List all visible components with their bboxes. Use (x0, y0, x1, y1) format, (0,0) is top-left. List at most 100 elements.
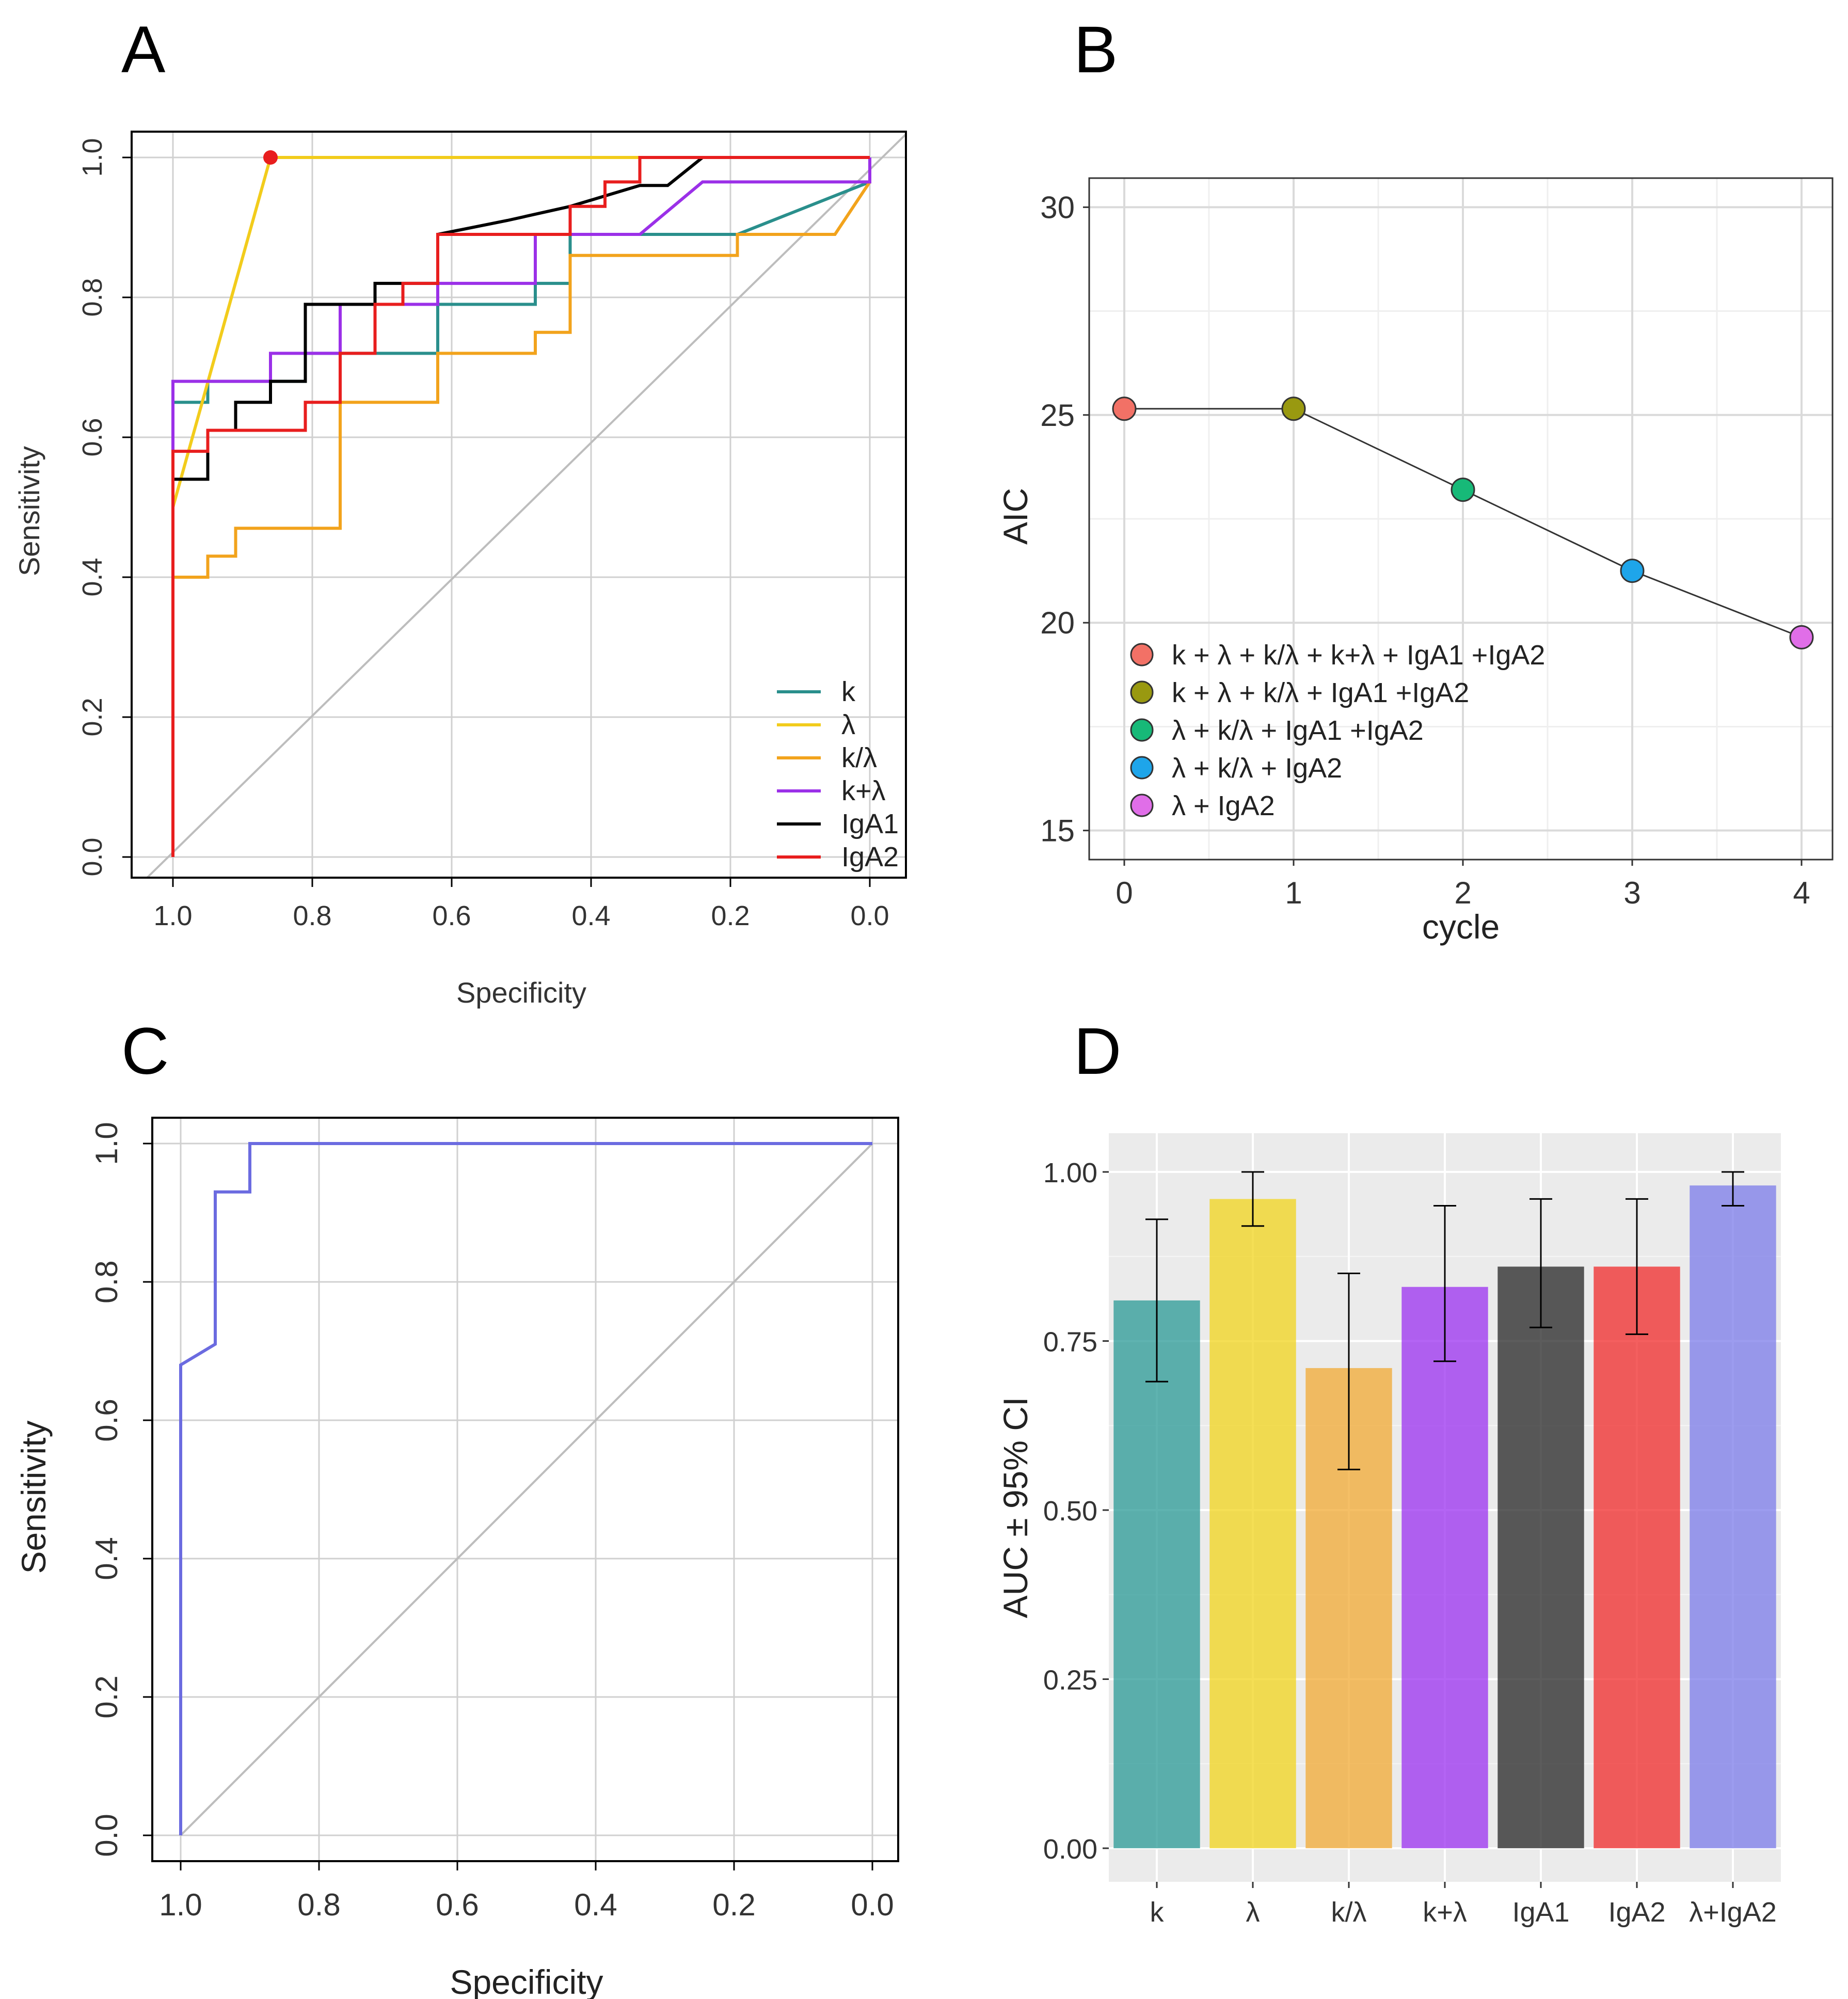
panel-letter-b: B (1074, 13, 1118, 87)
panel-c-y-title: Sensitivity (14, 1420, 53, 1574)
panel-a-legend-label-iga2: IgA2 (841, 842, 899, 872)
panel-b-legend-label-0: k + λ + k/λ + k+λ + IgA1 +IgA2 (1172, 640, 1545, 671)
panel-d-x-tick-label-k-over-lambda: k/λ (1331, 1897, 1366, 1928)
panel-a-legend-label-k-over-lambda: k/λ (841, 742, 877, 773)
panel-b-grid (1089, 178, 1833, 860)
panel-a-frame (131, 131, 907, 879)
panel-d-x-tick-label-iga1: IgA1 (1512, 1897, 1569, 1928)
panel-d-bar-k (1113, 1300, 1200, 1848)
panel-b-x-tick-label: 2 (1454, 876, 1471, 910)
panel-letter-c: C (121, 1014, 169, 1088)
panel-d-ticks: 0.00 0.25 0.50 0.75 1.00 k λ k/λ k+λ IgA1 IgA2 λ+Ig… (1043, 1157, 1777, 1928)
panel-b-legend-swatch-3 (1130, 756, 1154, 780)
panel-a-y-tick-label: 0.4 (77, 558, 108, 596)
panel-c-x-title: Specificity (450, 1963, 603, 1999)
panel-c-x-tick-label: 0.0 (851, 1887, 894, 1922)
panel-a-series-k-over-lambda (171, 181, 871, 857)
panel-letter-a: A (121, 13, 166, 87)
panel-c-roc-chart: 1.0 0.8 0.6 0.4 0.2 0.0 0.0 0.2 0.4 0.6 0.8 1.0 Spe… (14, 1117, 899, 1999)
panel-a-legend-label-iga1: IgA1 (841, 808, 899, 839)
panel-d-x-tick-label-k: k (1150, 1897, 1165, 1928)
panel-b-point-cycle-4 (1789, 625, 1814, 649)
panel-b-point-cycle-3 (1620, 559, 1645, 583)
panel-b-point-cycle-0 (1112, 396, 1137, 421)
panel-b-legend-swatch-1 (1130, 680, 1154, 704)
panel-a-series (171, 150, 871, 857)
panel-d-y-tick-label: 0.50 (1043, 1496, 1097, 1527)
panel-d-x-tick-label-iga2: IgA2 (1608, 1897, 1665, 1928)
panel-d-bar-iga2 (1594, 1266, 1680, 1848)
panel-d-y-tick-label: 0.75 (1043, 1327, 1097, 1358)
panel-c-y-tick-label: 0.2 (89, 1675, 124, 1718)
panel-b-legend: k + λ + k/λ + k+λ + IgA1 +IgA2 k + λ + k/… (1130, 640, 1545, 821)
panel-b-x-tick-label: 1 (1285, 876, 1302, 910)
panel-a-legend-label-lambda: λ (841, 709, 855, 740)
panel-c-series (179, 1142, 872, 1835)
panel-b-x-title: cycle (1422, 908, 1500, 946)
panel-c-y-tick-label: 0.6 (89, 1399, 124, 1441)
panel-b-y-title: AIC (996, 488, 1034, 545)
panel-c-y-tick-label: 1.0 (89, 1122, 124, 1165)
panel-b-x-tick-label: 0 (1116, 876, 1133, 910)
panel-b-y-tick-label: 20 (1040, 606, 1075, 640)
panel-d-y-title: AUC ± 95% CI (996, 1397, 1034, 1619)
panel-d-x-tick-label-lambda-plus-iga2: λ+IgA2 (1689, 1897, 1777, 1928)
panel-b-legend-swatch-2 (1130, 718, 1154, 742)
panel-a-x-tick-label: 0.2 (711, 900, 750, 931)
panel-b-y-tick-label: 15 (1040, 814, 1075, 848)
panel-letter-d: D (1074, 1014, 1121, 1088)
panel-a-y-title: Sensitivity (13, 446, 45, 576)
panel-d-bar-iga1 (1497, 1266, 1584, 1848)
panel-b-ticks: 0 1 2 3 4 15 20 25 30 (1040, 190, 1810, 910)
panel-a-legend-label-k: k (841, 676, 856, 707)
panel-b-frame (1088, 177, 1834, 861)
panel-d-y-tick-label: 1.00 (1043, 1157, 1097, 1188)
panel-d-bar-lambda-plus-iga2 (1690, 1185, 1776, 1848)
panel-a-series-iga2 (171, 156, 870, 857)
panel-a-grid (132, 132, 906, 878)
panel-a-y-tick-label: 0.8 (77, 278, 108, 316)
panel-b-aic-chart: 0 1 2 3 4 15 20 25 30 k + λ + k/λ + k+λ + IgA1 +… (996, 177, 1834, 946)
panel-c-frame (151, 1117, 899, 1862)
panel-a-roc-chart: 1.0 0.8 0.6 0.4 0.2 0.00.00.20.40.60.81.0 kλk… (13, 131, 907, 1009)
panel-d-bar-k-plus-lambda (1401, 1287, 1488, 1848)
panel-c-y-tick-label: 0.4 (89, 1537, 124, 1580)
panel-b-legend-swatch-0 (1130, 643, 1154, 667)
panel-a-series-k-plus-lambda (171, 157, 871, 857)
panel-a-series-lambda (171, 156, 870, 508)
panel-d-bars (1113, 1171, 1776, 1848)
panel-b-point-cycle-1 (1281, 396, 1306, 421)
panel-b-y-tick-label: 25 (1040, 398, 1075, 433)
panel-c-x-tick-label: 0.2 (712, 1887, 755, 1922)
panel-d-y-tick-label: 0.00 (1043, 1834, 1097, 1865)
panel-b-x-tick-label: 4 (1793, 876, 1810, 910)
panel-b-legend-label-2: λ + k/λ + IgA1 +IgA2 (1172, 715, 1424, 746)
panel-a-y-tick-label: 0.0 (77, 837, 108, 876)
panel-d-x-tick-label-k-plus-lambda: k+λ (1423, 1897, 1467, 1928)
panel-a-highlight-point (263, 150, 278, 165)
panel-d-auc-bar-chart: 0.00 0.25 0.50 0.75 1.00 k λ k/λ k+λ IgA1 IgA2 λ+Ig… (996, 1133, 1781, 1928)
panel-c-series-lambda-plus-iga2 (179, 1142, 872, 1835)
panel-d-y-tick-label: 0.25 (1043, 1665, 1097, 1696)
panel-a-diagonal (146, 133, 907, 879)
panel-c-x-tick-label: 1.0 (159, 1887, 202, 1922)
panel-b-legend-swatch-4 (1130, 794, 1154, 817)
panel-d-bar-lambda (1209, 1199, 1296, 1848)
panel-c-diagonal (180, 1143, 873, 1836)
panel-c-x-tick-label: 0.8 (297, 1887, 340, 1922)
panel-a-x-tick-label: 0.4 (571, 900, 610, 931)
panel-c-y-tick-label: 0.8 (89, 1260, 124, 1303)
panel-c-x-tick-label: 0.6 (436, 1887, 479, 1922)
panel-c-y-tick-label: 0.0 (89, 1814, 124, 1857)
panel-b-y-tick-label: 30 (1040, 190, 1075, 225)
panel-b-series (1112, 396, 1814, 649)
panel-c-x-tick-label: 0.4 (574, 1887, 617, 1922)
panel-a-series-iga1 (171, 156, 870, 857)
panel-b-legend-label-4: λ + IgA2 (1172, 790, 1275, 821)
panel-a-legend-label-k-plus-lambda: k+λ (841, 775, 886, 806)
panel-c-ticks: 1.0 0.8 0.6 0.4 0.2 0.0 0.0 0.2 0.4 0.6 0.8 1.0 (89, 1122, 894, 1922)
panel-a-y-tick-label: 0.2 (77, 697, 108, 736)
panel-a-x-title: Specificity (456, 976, 586, 1009)
